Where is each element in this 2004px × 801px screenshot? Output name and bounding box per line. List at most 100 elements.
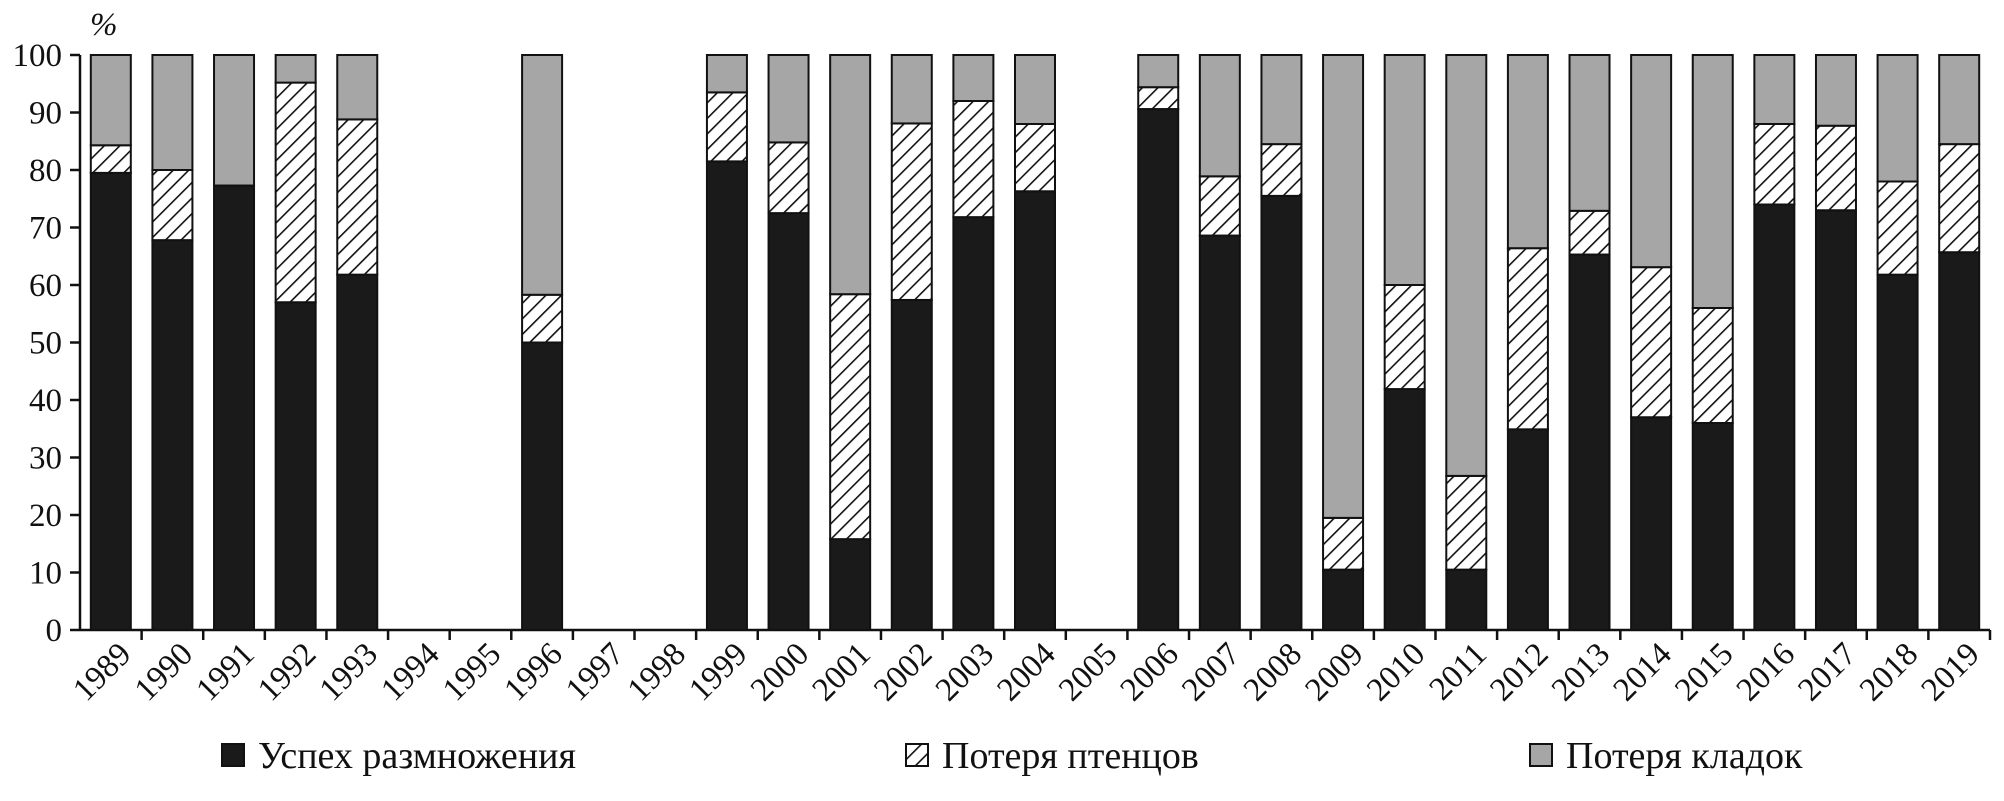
bar-segment-success bbox=[1383, 388, 1426, 632]
bar-segment-clutch-loss bbox=[1691, 54, 1734, 309]
x-tick-label: 1995 bbox=[436, 636, 508, 708]
bar-segment-clutch-loss bbox=[890, 54, 933, 125]
x-tick-label: 2016 bbox=[1730, 636, 1802, 708]
x-tick-label: 2009 bbox=[1299, 636, 1371, 708]
y-tick-label: 40 bbox=[29, 383, 62, 419]
y-tick-label: 80 bbox=[29, 153, 62, 189]
x-tick-label: 2011 bbox=[1423, 636, 1494, 707]
bar-segment-clutch-loss bbox=[1630, 54, 1673, 269]
bar-segment-success bbox=[1322, 568, 1365, 631]
bar-segment-clutch-loss bbox=[1938, 54, 1981, 146]
bar-segment-success bbox=[1876, 273, 1919, 631]
x-tick-label: 2004 bbox=[991, 636, 1063, 708]
legend: Успех размножения Потеря птенцов Потеря кл… bbox=[221, 735, 1803, 777]
bar-segment-success bbox=[829, 538, 872, 632]
y-unit-label: % bbox=[90, 7, 118, 43]
bar-segment-chick-loss bbox=[1383, 284, 1426, 391]
x-tick-label: 1994 bbox=[374, 636, 446, 708]
x-tick-label: 1989 bbox=[66, 636, 138, 708]
bar-segment-success bbox=[1753, 203, 1796, 631]
bar-segment-clutch-loss bbox=[705, 54, 748, 94]
bar-segment-chick-loss bbox=[705, 91, 748, 163]
legend-swatch bbox=[905, 743, 929, 767]
bar-segment-chick-loss bbox=[890, 122, 933, 301]
x-tick-label: 2017 bbox=[1791, 636, 1863, 708]
bar-segment-success bbox=[151, 239, 194, 631]
bar-segment-clutch-loss bbox=[1014, 54, 1056, 125]
legend-label: Потеря птенцов bbox=[942, 735, 1199, 777]
bar-segment-chick-loss bbox=[829, 293, 872, 541]
x-tick-label: 2012 bbox=[1483, 636, 1555, 708]
bar-segment-chick-loss bbox=[1137, 86, 1180, 111]
bar-segment-success bbox=[1445, 568, 1488, 631]
bar-segment-clutch-loss bbox=[1260, 54, 1303, 146]
bar-segment-clutch-loss bbox=[1137, 54, 1180, 89]
y-tick-label: 60 bbox=[29, 268, 62, 304]
x-tick-label: 2006 bbox=[1114, 636, 1186, 708]
bar-segment-clutch-loss bbox=[1383, 54, 1426, 286]
x-tick-label: 2010 bbox=[1360, 636, 1432, 708]
x-tick-label: 2007 bbox=[1175, 636, 1247, 708]
bar-segment-success bbox=[1814, 209, 1857, 631]
bar-segment-success bbox=[1198, 234, 1241, 632]
x-tick-label: 1998 bbox=[621, 636, 693, 708]
bar-segment-chick-loss bbox=[767, 141, 810, 215]
bar-segment-chick-loss bbox=[1630, 266, 1673, 419]
bar-segment-clutch-loss bbox=[1322, 54, 1365, 519]
bar-segment-success bbox=[767, 212, 810, 631]
bar-segment-chick-loss bbox=[336, 118, 379, 276]
bar-segment-success bbox=[890, 298, 933, 631]
plot-area: 0102030405060708090100198919901991199219… bbox=[13, 38, 1992, 708]
bar-segment-chick-loss bbox=[1938, 143, 1981, 254]
bar-segment-chick-loss bbox=[521, 293, 564, 344]
y-tick-label: 100 bbox=[13, 38, 63, 74]
x-tick-label: 1997 bbox=[559, 636, 631, 708]
bar-segment-clutch-loss bbox=[151, 54, 194, 171]
y-tick-label: 70 bbox=[29, 211, 62, 247]
x-tick-label: 1996 bbox=[498, 636, 570, 708]
x-tick-label: 1990 bbox=[128, 636, 200, 708]
bar-segment-success bbox=[1260, 194, 1303, 631]
bar-segment-chick-loss bbox=[1814, 124, 1857, 212]
bar-segment-clutch-loss bbox=[89, 54, 132, 147]
bar-segment-success bbox=[213, 184, 256, 631]
bar-segment-chick-loss bbox=[1691, 307, 1734, 424]
x-tick-label: 1992 bbox=[251, 636, 323, 708]
legend-swatch bbox=[1529, 743, 1553, 767]
bar-segment-success bbox=[1506, 428, 1549, 632]
bar-segment-clutch-loss bbox=[952, 54, 995, 102]
bar-segment-clutch-loss bbox=[767, 54, 810, 144]
bar-segment-clutch-loss bbox=[1506, 54, 1549, 250]
x-tick-label: 2001 bbox=[806, 636, 878, 708]
legend-label: Успех размножения bbox=[258, 735, 576, 777]
x-tick-label: 2014 bbox=[1607, 636, 1679, 708]
bar-segment-success bbox=[1630, 416, 1673, 631]
bar-segment-clutch-loss bbox=[1814, 54, 1857, 127]
bar-segment-success bbox=[1938, 251, 1981, 631]
x-tick-label: 2015 bbox=[1668, 636, 1740, 708]
bar-segment-chick-loss bbox=[151, 169, 194, 242]
x-tick-label: 2019 bbox=[1915, 636, 1987, 708]
bar-segment-success bbox=[1137, 108, 1180, 632]
y-tick-label: 90 bbox=[29, 96, 62, 132]
bar-segment-chick-loss bbox=[1506, 247, 1549, 431]
bar-segment-chick-loss bbox=[1260, 143, 1303, 197]
x-tick-label: 2013 bbox=[1545, 636, 1617, 708]
x-tick-label: 2002 bbox=[867, 636, 939, 708]
x-tick-label: 2005 bbox=[1052, 636, 1124, 708]
bar-segment-clutch-loss bbox=[213, 54, 256, 187]
y-tick-label: 0 bbox=[46, 613, 63, 649]
x-tick-label: 1991 bbox=[190, 636, 262, 708]
bar-segment-chick-loss bbox=[952, 100, 995, 219]
bar-segment-clutch-loss bbox=[829, 54, 872, 296]
y-tick-label: 30 bbox=[29, 441, 62, 477]
bar-segment-success bbox=[705, 160, 748, 631]
bar-segment-chick-loss bbox=[1322, 516, 1365, 571]
x-tick-label: 2000 bbox=[744, 636, 816, 708]
bar-segment-clutch-loss bbox=[1876, 54, 1919, 183]
bar-segment-clutch-loss bbox=[336, 54, 379, 121]
bar-segment-clutch-loss bbox=[1198, 54, 1241, 178]
bar-segment-chick-loss bbox=[1876, 180, 1919, 276]
bar-segment-chick-loss bbox=[1014, 123, 1056, 193]
